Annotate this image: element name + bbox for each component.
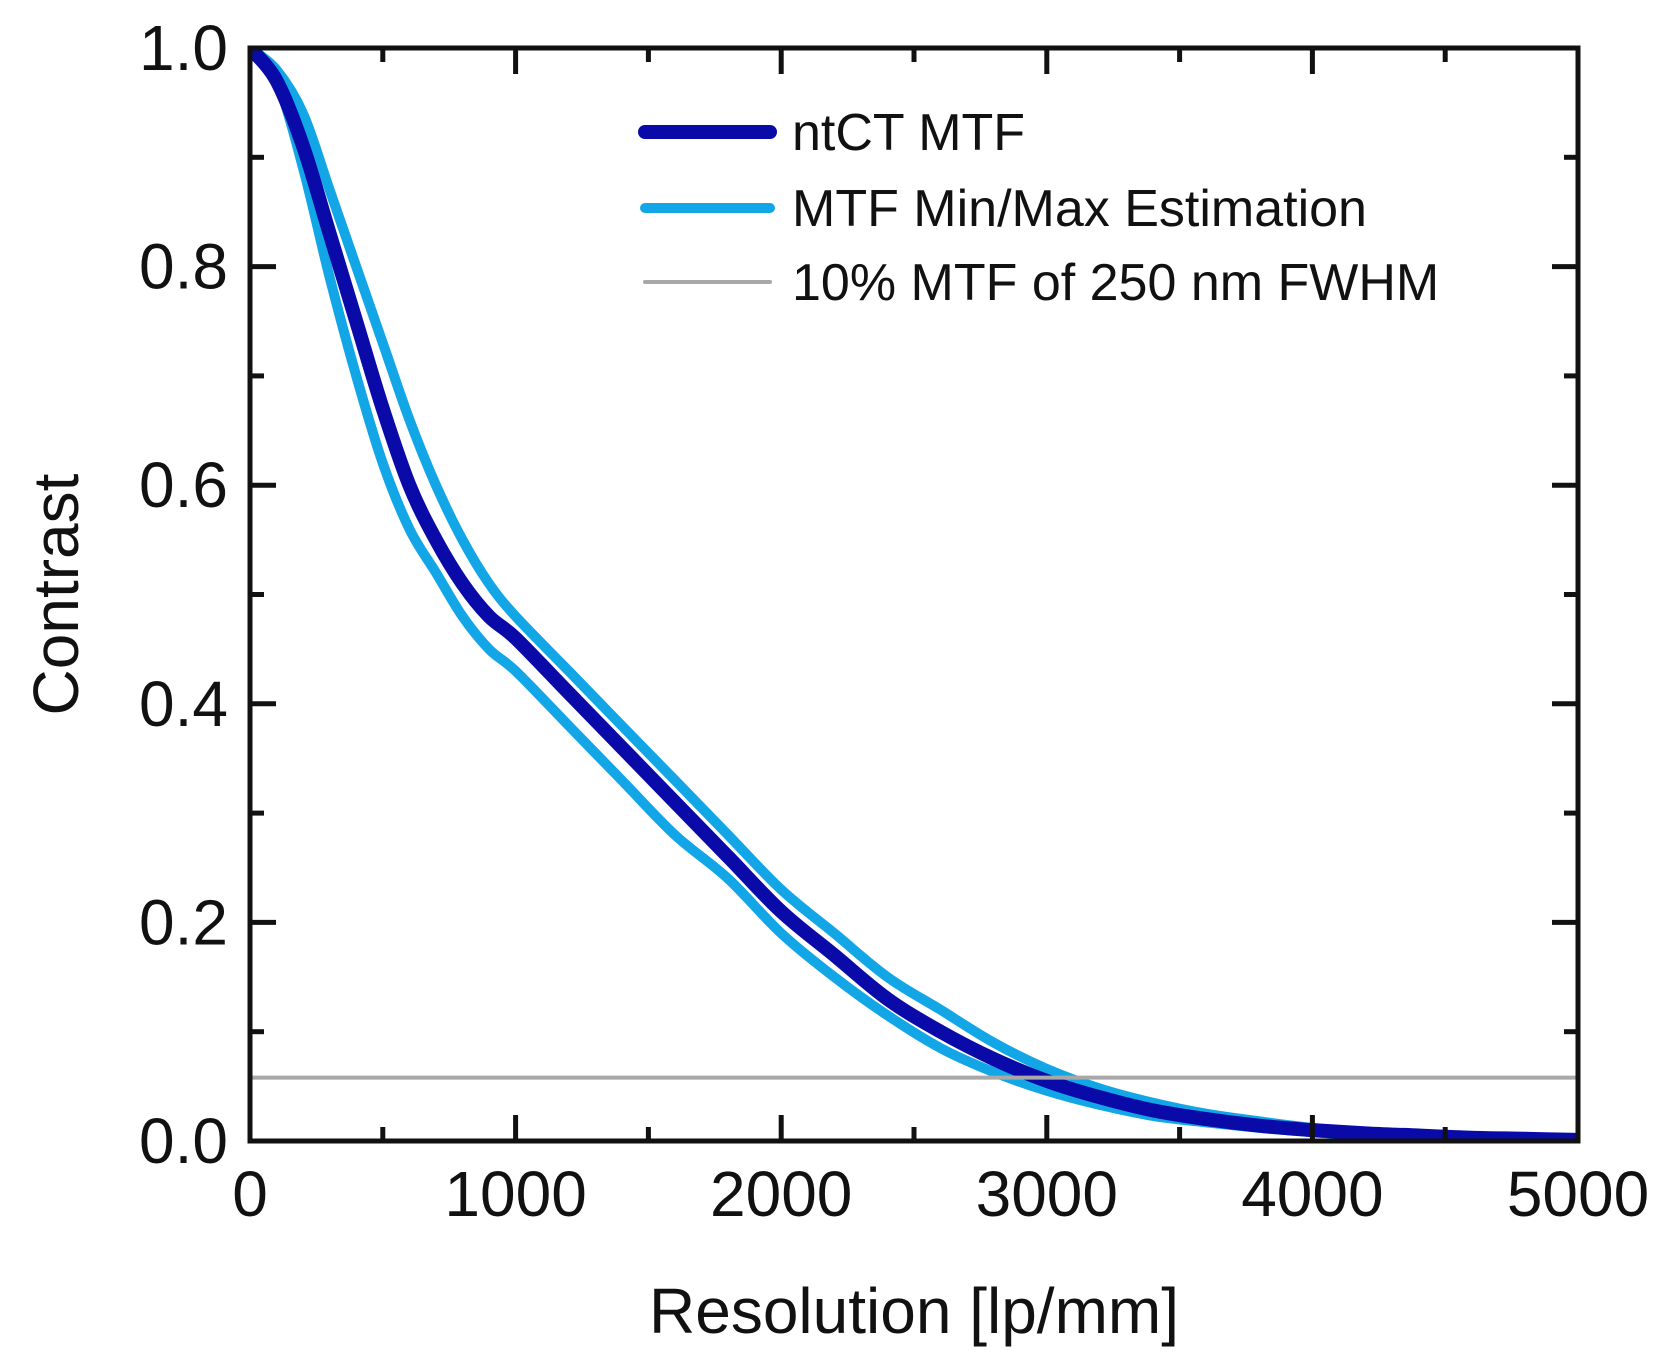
x-tick-label: 5000 xyxy=(1507,1158,1649,1230)
legend-item: ntCT MTF xyxy=(638,104,1025,162)
legend-label: 10% MTF of 250 nm FWHM xyxy=(792,254,1439,312)
legend-label: ntCT MTF xyxy=(792,104,1025,162)
x-axis-title: Resolution [lp/mm] xyxy=(649,1275,1179,1347)
series-layer xyxy=(250,48,1578,1141)
ticks-layer xyxy=(247,45,1581,1144)
legend: ntCT MTF MTF Min/Max Estimation 10% MTF of… xyxy=(638,104,1439,312)
legend-label: MTF Min/Max Estimation xyxy=(792,180,1367,238)
y-tick-label: 0.4 xyxy=(139,668,228,740)
y-tick-label: 0.6 xyxy=(139,449,228,521)
x-tick-label: 3000 xyxy=(976,1158,1118,1230)
x-tick-label: 4000 xyxy=(1241,1158,1383,1230)
legend-item: MTF Min/Max Estimation xyxy=(640,180,1367,238)
y-tick-label: 1.0 xyxy=(139,12,228,84)
legend-item: 10% MTF of 250 nm FWHM xyxy=(643,254,1439,312)
series-line-0 xyxy=(250,48,1578,1141)
x-tick-label: 0 xyxy=(232,1158,268,1230)
x-tick-label: 2000 xyxy=(710,1158,852,1230)
y-axis-title: Contrast xyxy=(20,473,92,715)
y-tick-label: 0.0 xyxy=(139,1105,228,1177)
tick-labels-layer: 0 1000 2000 3000 4000 5000 0.0 0.2 0.4 0.6 0.8 1.0 xyxy=(139,12,1649,1230)
y-tick-label: 0.8 xyxy=(139,231,228,303)
y-tick-label: 0.2 xyxy=(139,886,228,958)
x-tick-label: 1000 xyxy=(444,1158,586,1230)
